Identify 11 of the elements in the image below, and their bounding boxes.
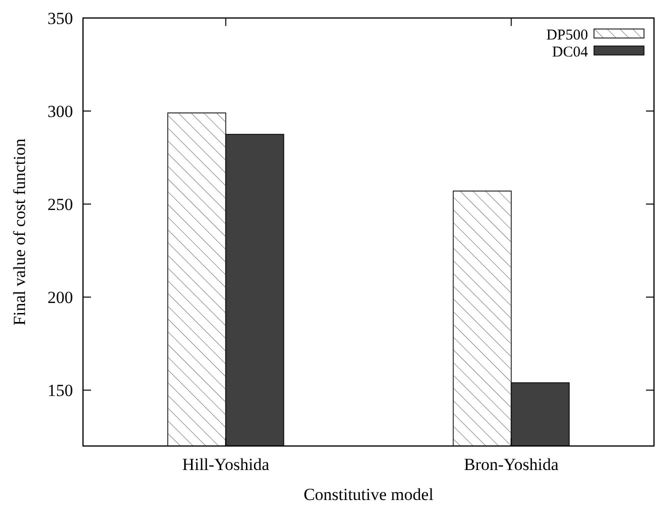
x-tick-label: Hill-Yoshida bbox=[182, 455, 270, 474]
legend-label: DP500 bbox=[546, 27, 588, 44]
y-tick-label: 200 bbox=[48, 288, 73, 308]
legend-label: DC04 bbox=[552, 44, 588, 60]
y-tick-label: 350 bbox=[48, 8, 73, 28]
y-tick-label: 250 bbox=[48, 195, 73, 214]
y-tick-label: 150 bbox=[48, 381, 73, 400]
y-axis-title: Final value of cost function bbox=[10, 138, 29, 326]
x-axis-title: Constitutive model bbox=[304, 485, 434, 504]
y-tick-label: 300 bbox=[48, 102, 73, 121]
x-tick-label: Bron-Yoshida bbox=[464, 455, 560, 474]
